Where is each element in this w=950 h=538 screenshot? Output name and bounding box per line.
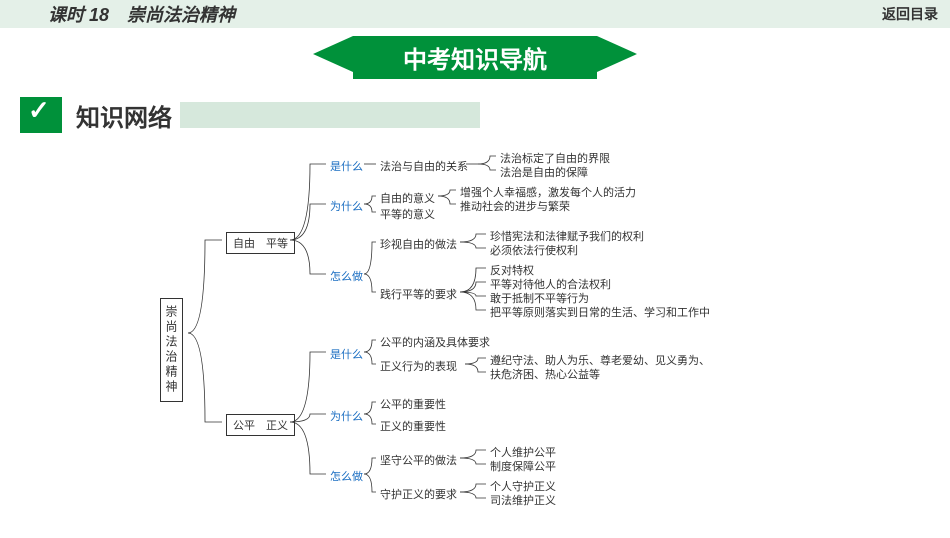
b2-is-label: 是什么 xyxy=(330,346,363,362)
return-link[interactable]: 返回目录 xyxy=(882,4,938,24)
b2-is-s2: 扶危济困、热心公益等 xyxy=(490,366,600,382)
b1-how-s2d: 把平等原则落实到日常的生活、学习和工作中 xyxy=(490,304,710,320)
b2-is-i2: 正义行为的表现 xyxy=(380,358,457,374)
section-bar xyxy=(180,102,480,128)
b1-why-i1: 自由的意义 xyxy=(380,190,435,206)
branch-freedom: 自由 平等 xyxy=(226,232,295,254)
banner-pill: 中考知识导航 xyxy=(353,36,597,79)
b1-why-i2: 平等的意义 xyxy=(380,206,435,222)
b1-is-label: 是什么 xyxy=(330,158,363,174)
lesson-title: 课时 18 崇尚法治精神 xyxy=(48,1,235,27)
b2-how-s1b: 制度保障公平 xyxy=(490,458,556,474)
b2-how-i2: 守护正义的要求 xyxy=(380,486,457,502)
b2-why-label: 为什么 xyxy=(330,408,363,424)
b1-how-i2: 践行平等的要求 xyxy=(380,286,457,302)
b1-how-label: 怎么做 xyxy=(330,268,363,284)
check-icon xyxy=(20,97,62,133)
section-title: 知识网络 xyxy=(76,98,172,133)
banner-row: 中考知识导航 xyxy=(0,36,950,79)
branch-justice: 公平 正义 xyxy=(226,414,295,436)
b2-why-i1: 公平的重要性 xyxy=(380,396,446,412)
b2-how-label: 怎么做 xyxy=(330,468,363,484)
b1-how-s1b: 必须依法行使权利 xyxy=(490,242,578,258)
b1-is-item: 法治与自由的关系 xyxy=(380,158,468,174)
b2-how-s2b: 司法维护正义 xyxy=(490,492,556,508)
top-bar: 课时 18 崇尚法治精神 返回目录 xyxy=(0,0,950,28)
b1-why-s2: 推动社会的进步与繁荣 xyxy=(460,198,570,214)
b2-is-i1: 公平的内涵及具体要求 xyxy=(380,334,490,350)
b1-is-sub2: 法治是自由的保障 xyxy=(500,164,588,180)
b2-how-i1: 坚守公平的做法 xyxy=(380,452,457,468)
b1-how-i1: 珍视自由的做法 xyxy=(380,236,457,252)
section-header: 知识网络 xyxy=(20,97,950,133)
b1-why-label: 为什么 xyxy=(330,198,363,214)
b2-why-i2: 正义的重要性 xyxy=(380,418,446,434)
root-node: 崇尚法治精神 xyxy=(160,298,183,402)
